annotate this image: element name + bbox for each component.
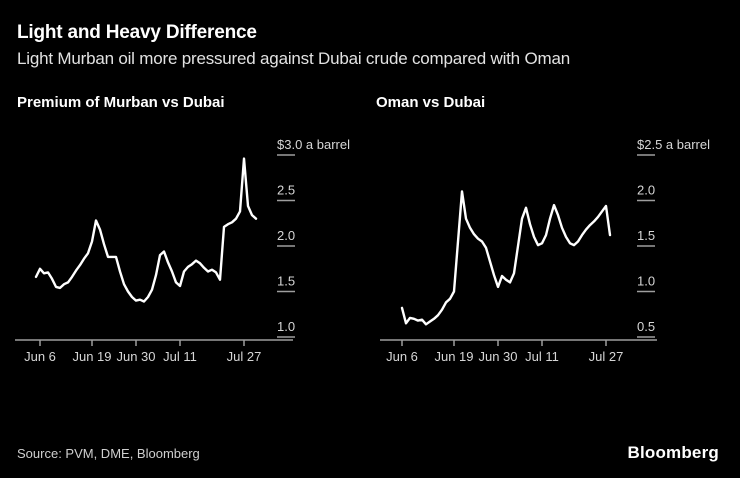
price-line <box>34 157 258 303</box>
x-tick-label: Jul 11 <box>525 349 559 364</box>
x-tick-label: Jun 6 <box>386 349 418 364</box>
chart-title-oman: Oman vs Dubai <box>376 94 486 111</box>
y-tick-label: 2.0 <box>277 228 295 243</box>
x-tick-label: Jul 27 <box>589 349 624 364</box>
bloomberg-logo: Bloomberg <box>627 443 719 462</box>
x-tick-label: Jun 30 <box>478 349 517 364</box>
page-subtitle: Light Murban oil more pressured against … <box>17 49 570 68</box>
y-tick-label: 2.0 <box>637 183 655 198</box>
oman-vs-dubai-line-chart: Jun 6 Jun 19 Jun 30 Jul 11 Jul 27 $2.5 a barr… <box>380 137 710 364</box>
y-tick-label: $2.5 a barrel <box>637 137 710 152</box>
x-tick-label: Jul 11 <box>163 349 197 364</box>
x-tick-label: Jul 27 <box>227 349 262 364</box>
y-tick-label: 1.0 <box>277 319 295 334</box>
y-tick-label: 2.5 <box>277 183 295 198</box>
y-tick-label: 1.5 <box>277 274 295 289</box>
y-tick-label: 0.5 <box>637 319 655 334</box>
x-tick-label: Jun 19 <box>434 349 473 364</box>
y-tick-label: 1.5 <box>637 228 655 243</box>
y-tick-label: $3.0 a barrel <box>277 137 350 152</box>
source-note: Source: PVM, DME, Bloomberg <box>17 446 200 461</box>
chart-title-murban: Premium of Murban vs Dubai <box>17 94 225 111</box>
x-tick-label: Jun 6 <box>24 349 56 364</box>
x-tick-label: Jun 19 <box>72 349 111 364</box>
page-title: Light and Heavy Difference <box>17 22 257 43</box>
murban-vs-dubai-line-chart: Jun 6 Jun 19 Jun 30 Jul 11 Jul 27 $3.0 a barr… <box>15 137 350 364</box>
price-line <box>400 190 612 326</box>
x-tick-label: Jun 30 <box>116 349 155 364</box>
y-tick-label: 1.0 <box>637 274 655 289</box>
